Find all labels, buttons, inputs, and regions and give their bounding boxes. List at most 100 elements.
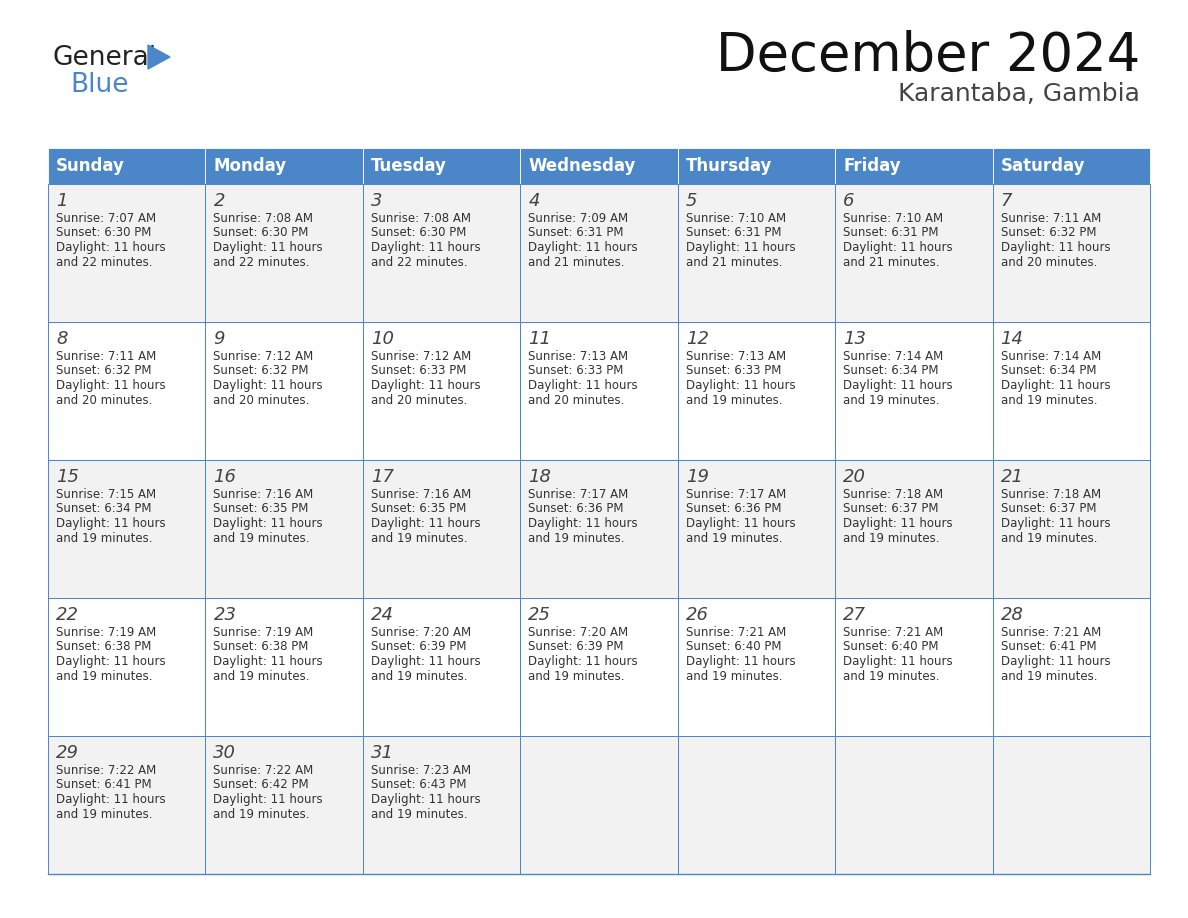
Text: Daylight: 11 hours: Daylight: 11 hours: [843, 379, 953, 392]
Text: Sunset: 6:31 PM: Sunset: 6:31 PM: [685, 227, 782, 240]
Text: Daylight: 11 hours: Daylight: 11 hours: [214, 655, 323, 668]
Bar: [362, 598, 520, 736]
Text: Daylight: 11 hours: Daylight: 11 hours: [843, 241, 953, 254]
Text: Daylight: 11 hours: Daylight: 11 hours: [685, 655, 795, 668]
Bar: [48, 322, 206, 460]
Bar: [520, 184, 677, 322]
Text: Daylight: 11 hours: Daylight: 11 hours: [843, 655, 953, 668]
Text: and 19 minutes.: and 19 minutes.: [1000, 669, 1097, 682]
Text: Sunset: 6:38 PM: Sunset: 6:38 PM: [214, 641, 309, 654]
Bar: [835, 736, 992, 874]
Text: Blue: Blue: [70, 72, 128, 98]
Bar: [835, 322, 992, 460]
Text: Sunrise: 7:11 AM: Sunrise: 7:11 AM: [1000, 212, 1101, 225]
Text: 7: 7: [1000, 192, 1012, 210]
Text: Daylight: 11 hours: Daylight: 11 hours: [685, 241, 795, 254]
Text: Daylight: 11 hours: Daylight: 11 hours: [56, 379, 165, 392]
Text: Sunset: 6:40 PM: Sunset: 6:40 PM: [685, 641, 782, 654]
Text: Daylight: 11 hours: Daylight: 11 hours: [56, 241, 165, 254]
Text: 25: 25: [529, 606, 551, 624]
Text: Sunset: 6:39 PM: Sunset: 6:39 PM: [371, 641, 467, 654]
Bar: [48, 148, 206, 184]
Bar: [48, 736, 206, 874]
Text: Daylight: 11 hours: Daylight: 11 hours: [1000, 379, 1111, 392]
Text: 29: 29: [56, 744, 78, 762]
Text: Daylight: 11 hours: Daylight: 11 hours: [1000, 655, 1111, 668]
Text: Daylight: 11 hours: Daylight: 11 hours: [214, 793, 323, 806]
Text: Sunset: 6:34 PM: Sunset: 6:34 PM: [1000, 364, 1097, 377]
Bar: [48, 598, 206, 736]
Text: and 19 minutes.: and 19 minutes.: [214, 808, 310, 821]
Text: Daylight: 11 hours: Daylight: 11 hours: [1000, 241, 1111, 254]
Text: and 22 minutes.: and 22 minutes.: [56, 255, 152, 268]
Text: Wednesday: Wednesday: [529, 157, 636, 175]
Text: Sunrise: 7:08 AM: Sunrise: 7:08 AM: [214, 212, 314, 225]
Text: Sunset: 6:36 PM: Sunset: 6:36 PM: [529, 502, 624, 516]
Text: 5: 5: [685, 192, 697, 210]
Bar: [677, 322, 835, 460]
Text: Daylight: 11 hours: Daylight: 11 hours: [56, 793, 165, 806]
Bar: [677, 598, 835, 736]
Text: Sunset: 6:34 PM: Sunset: 6:34 PM: [843, 364, 939, 377]
Text: Sunset: 6:32 PM: Sunset: 6:32 PM: [1000, 227, 1097, 240]
Text: Sunrise: 7:15 AM: Sunrise: 7:15 AM: [56, 488, 156, 501]
Text: Sunset: 6:33 PM: Sunset: 6:33 PM: [685, 364, 781, 377]
Text: 31: 31: [371, 744, 394, 762]
Text: 28: 28: [1000, 606, 1024, 624]
Text: Daylight: 11 hours: Daylight: 11 hours: [529, 517, 638, 530]
Text: 2: 2: [214, 192, 225, 210]
Text: Sunset: 6:41 PM: Sunset: 6:41 PM: [1000, 641, 1097, 654]
Text: Daylight: 11 hours: Daylight: 11 hours: [685, 379, 795, 392]
Text: and 21 minutes.: and 21 minutes.: [685, 255, 782, 268]
Bar: [520, 598, 677, 736]
Bar: [677, 184, 835, 322]
Text: Sunrise: 7:18 AM: Sunrise: 7:18 AM: [843, 488, 943, 501]
Text: and 19 minutes.: and 19 minutes.: [214, 532, 310, 544]
Text: Daylight: 11 hours: Daylight: 11 hours: [371, 517, 480, 530]
Bar: [362, 736, 520, 874]
Text: Sunset: 6:42 PM: Sunset: 6:42 PM: [214, 778, 309, 791]
Bar: [520, 736, 677, 874]
Text: Sunrise: 7:19 AM: Sunrise: 7:19 AM: [214, 626, 314, 639]
Text: Sunrise: 7:07 AM: Sunrise: 7:07 AM: [56, 212, 156, 225]
Text: Sunset: 6:33 PM: Sunset: 6:33 PM: [371, 364, 466, 377]
Text: Daylight: 11 hours: Daylight: 11 hours: [529, 379, 638, 392]
Text: Sunset: 6:35 PM: Sunset: 6:35 PM: [371, 502, 466, 516]
Text: Sunset: 6:39 PM: Sunset: 6:39 PM: [529, 641, 624, 654]
Text: Sunset: 6:32 PM: Sunset: 6:32 PM: [214, 364, 309, 377]
Text: and 19 minutes.: and 19 minutes.: [56, 532, 152, 544]
Text: 10: 10: [371, 330, 394, 348]
Text: Daylight: 11 hours: Daylight: 11 hours: [56, 517, 165, 530]
Text: Saturday: Saturday: [1000, 157, 1085, 175]
Text: 17: 17: [371, 468, 394, 486]
Bar: [362, 148, 520, 184]
Text: Sunrise: 7:22 AM: Sunrise: 7:22 AM: [56, 764, 157, 777]
Text: Sunset: 6:31 PM: Sunset: 6:31 PM: [529, 227, 624, 240]
Text: Karantaba, Gambia: Karantaba, Gambia: [898, 82, 1140, 106]
Text: and 19 minutes.: and 19 minutes.: [56, 808, 152, 821]
Text: and 20 minutes.: and 20 minutes.: [1000, 255, 1097, 268]
Text: Tuesday: Tuesday: [371, 157, 447, 175]
Text: 30: 30: [214, 744, 236, 762]
Text: Daylight: 11 hours: Daylight: 11 hours: [214, 379, 323, 392]
Text: 24: 24: [371, 606, 394, 624]
Text: Sunset: 6:33 PM: Sunset: 6:33 PM: [529, 364, 624, 377]
Text: Sunrise: 7:16 AM: Sunrise: 7:16 AM: [214, 488, 314, 501]
Text: Sunrise: 7:12 AM: Sunrise: 7:12 AM: [214, 350, 314, 363]
Text: Sunrise: 7:20 AM: Sunrise: 7:20 AM: [529, 626, 628, 639]
Text: Sunrise: 7:10 AM: Sunrise: 7:10 AM: [685, 212, 785, 225]
Bar: [992, 736, 1150, 874]
Text: and 21 minutes.: and 21 minutes.: [843, 255, 940, 268]
Text: Daylight: 11 hours: Daylight: 11 hours: [843, 517, 953, 530]
Text: and 19 minutes.: and 19 minutes.: [529, 532, 625, 544]
Text: 19: 19: [685, 468, 709, 486]
Text: Sunrise: 7:21 AM: Sunrise: 7:21 AM: [1000, 626, 1101, 639]
Text: Friday: Friday: [843, 157, 901, 175]
Text: Sunset: 6:32 PM: Sunset: 6:32 PM: [56, 364, 152, 377]
Bar: [835, 184, 992, 322]
Text: and 19 minutes.: and 19 minutes.: [1000, 394, 1097, 407]
Text: 20: 20: [843, 468, 866, 486]
Text: and 19 minutes.: and 19 minutes.: [843, 669, 940, 682]
Text: Daylight: 11 hours: Daylight: 11 hours: [56, 655, 165, 668]
Bar: [362, 460, 520, 598]
